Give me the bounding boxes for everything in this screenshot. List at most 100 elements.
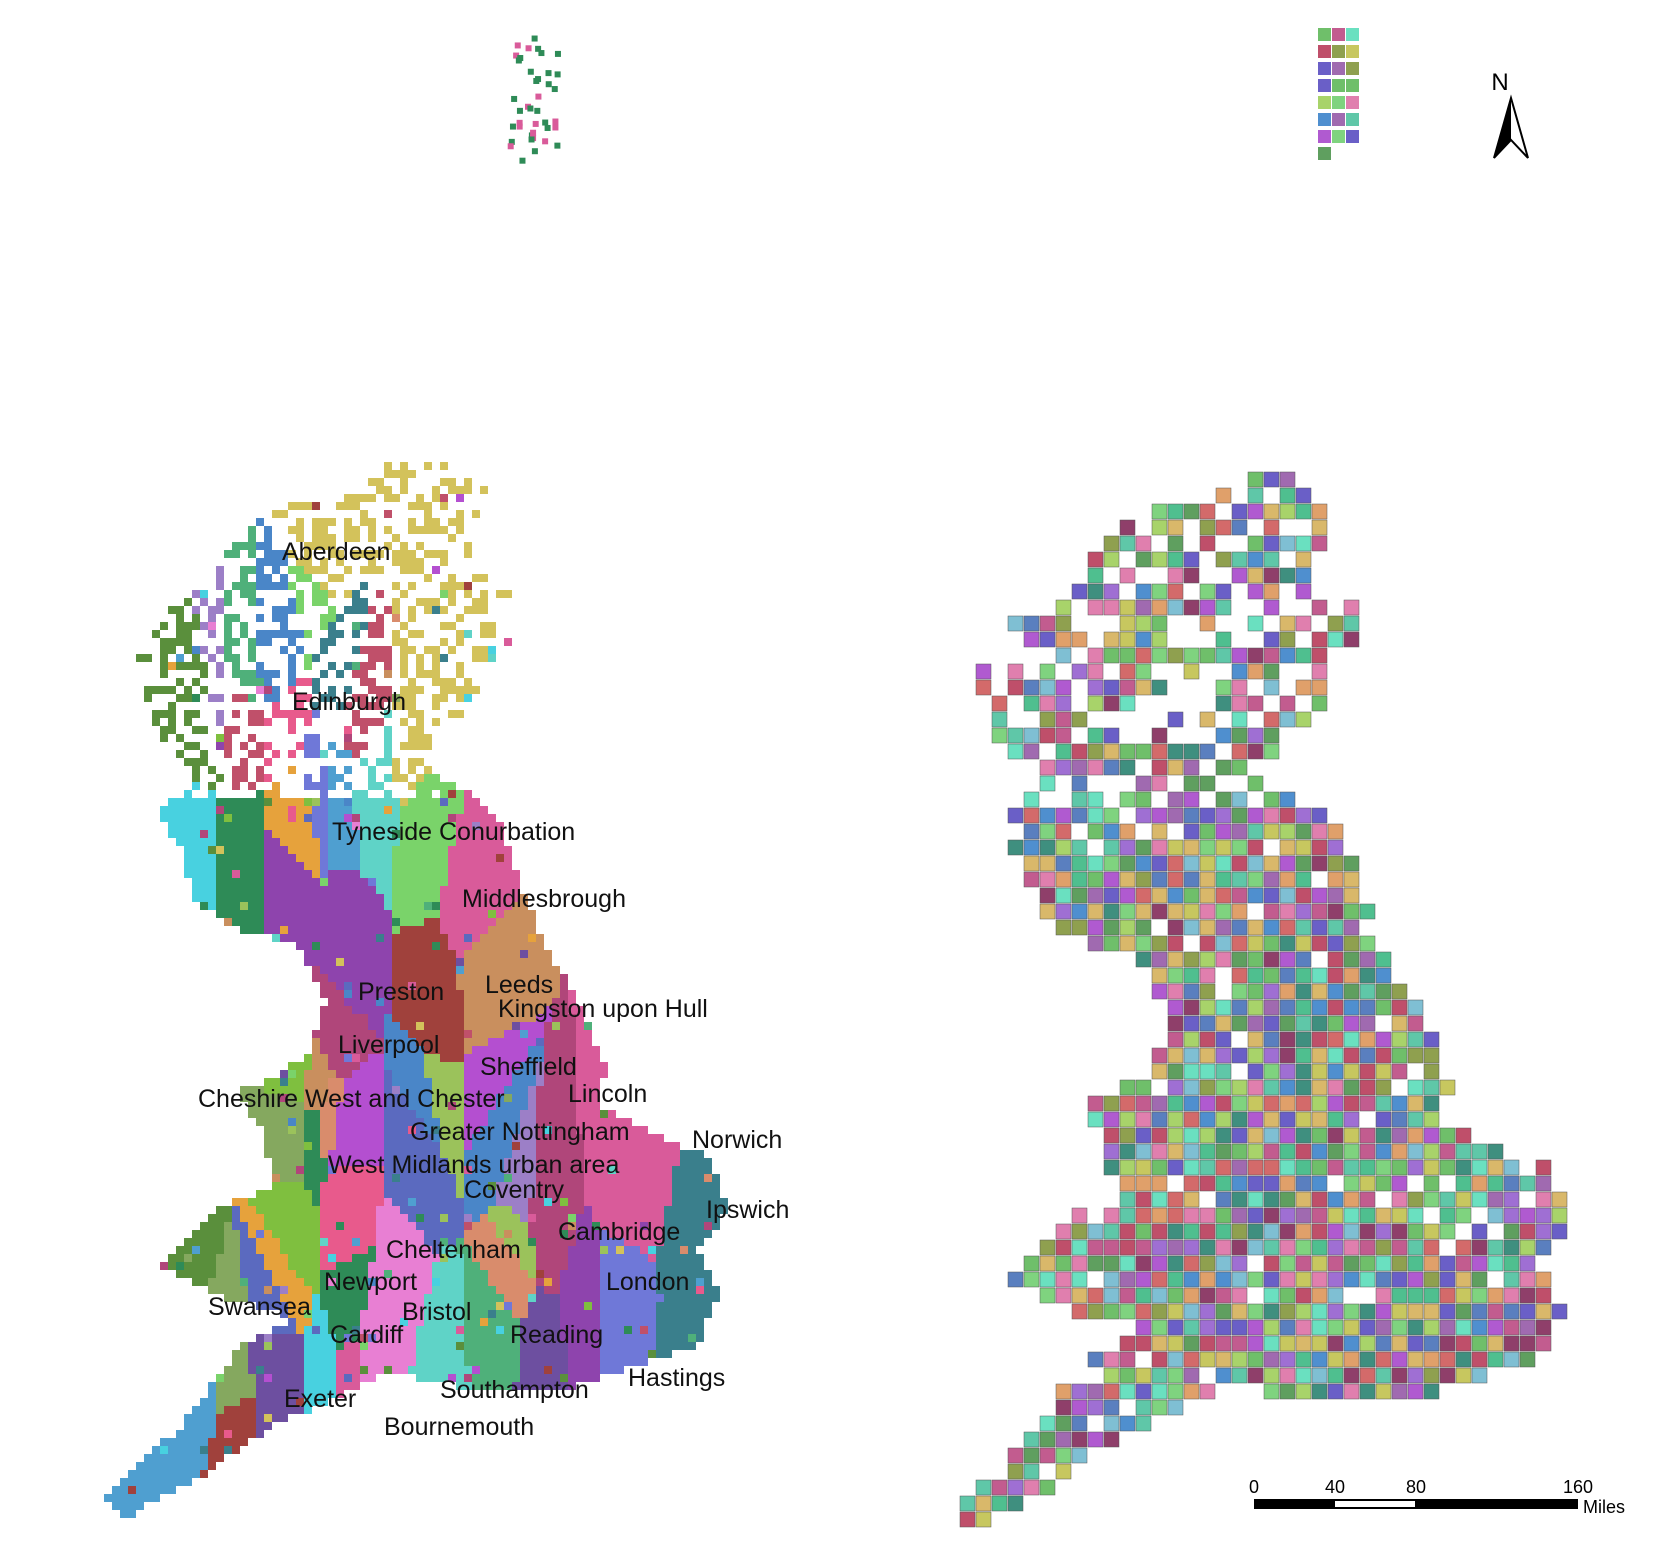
region-cell <box>528 1038 536 1046</box>
region-cell <box>440 1262 448 1270</box>
region-cell <box>336 1286 344 1294</box>
region-cell <box>248 710 256 718</box>
grid-cell <box>1279 1063 1296 1080</box>
region-cell <box>688 1278 696 1286</box>
grid-cell <box>1039 695 1056 712</box>
region-cell <box>448 1046 456 1054</box>
region-cell <box>336 982 344 990</box>
region-cell <box>272 582 280 590</box>
grid-cell <box>1087 551 1104 568</box>
region-cell <box>392 1294 400 1302</box>
region-cell <box>480 1118 488 1126</box>
region-cell <box>664 1142 672 1150</box>
region-cell <box>624 1326 632 1334</box>
region-cell <box>280 1174 288 1182</box>
region-cell <box>320 1142 328 1150</box>
region-cell <box>280 814 288 822</box>
region-cell <box>536 958 544 966</box>
grid-cell <box>1231 743 1248 760</box>
grid-cell <box>1391 1015 1408 1032</box>
region-cell <box>208 630 216 638</box>
region-cell <box>392 862 400 870</box>
region-cell <box>352 830 360 838</box>
region-cell <box>176 1254 184 1262</box>
region-cell <box>344 958 352 966</box>
region-cell <box>408 838 416 846</box>
region-cell <box>520 1238 528 1246</box>
region-cell <box>568 1190 576 1198</box>
region-cell <box>464 894 472 902</box>
region-cell <box>328 1166 336 1174</box>
region-cell <box>560 1366 568 1374</box>
region-cell <box>496 1118 504 1126</box>
region-cell <box>408 1150 416 1158</box>
region-cell <box>328 814 336 822</box>
region-cell <box>256 846 264 854</box>
region-cell <box>656 1206 664 1214</box>
region-cell <box>536 1286 544 1294</box>
region-cell <box>240 582 248 590</box>
region-cell <box>368 1294 376 1302</box>
region-cell <box>224 894 232 902</box>
region-cell <box>208 1406 216 1414</box>
region-cell <box>632 1334 640 1342</box>
region-cell <box>304 1198 312 1206</box>
region-cell <box>600 1150 608 1158</box>
region-cell <box>416 1374 424 1382</box>
region-cell <box>440 918 448 926</box>
region-cell <box>536 1182 544 1190</box>
region-cell <box>568 1014 576 1022</box>
region-cell <box>672 1254 680 1262</box>
region-cell <box>504 1158 512 1166</box>
region-cell <box>448 1198 456 1206</box>
grid-cell <box>1247 1095 1264 1112</box>
region-cell <box>656 1174 664 1182</box>
region-cell <box>168 1438 176 1446</box>
region-cell <box>512 966 520 974</box>
grid-cell <box>1375 1079 1392 1096</box>
grid-cell <box>1391 1095 1408 1112</box>
region-cell <box>240 806 248 814</box>
region-cell <box>360 1198 368 1206</box>
region-cell <box>504 1110 512 1118</box>
region-cell <box>272 1102 280 1110</box>
region-cell <box>584 1254 592 1262</box>
region-cell <box>312 1166 320 1174</box>
region-cell <box>504 1126 512 1134</box>
region-cell <box>352 990 360 998</box>
region-cell <box>328 686 336 694</box>
region-cell <box>232 878 240 886</box>
region-cell <box>608 1190 616 1198</box>
region-cell <box>672 1214 680 1222</box>
region-cell <box>248 902 256 910</box>
grid-cell <box>1279 823 1296 840</box>
region-cell <box>464 678 472 686</box>
region-cell <box>400 838 408 846</box>
region-cell <box>368 854 376 862</box>
region-cell <box>352 1110 360 1118</box>
region-cell <box>464 1126 472 1134</box>
region-cell <box>552 1262 560 1270</box>
region-cell <box>384 510 392 518</box>
region-cell <box>672 1334 680 1342</box>
region-cell <box>232 1222 240 1230</box>
region-cell <box>352 1286 360 1294</box>
region-cell <box>320 1382 328 1390</box>
region-cell <box>392 598 400 606</box>
grid-cell <box>1231 1127 1248 1144</box>
region-cell <box>648 1142 656 1150</box>
region-cell <box>392 1158 400 1166</box>
region-cell <box>240 1398 248 1406</box>
region-cell <box>328 1294 336 1302</box>
region-cell <box>432 1206 440 1214</box>
region-cell <box>552 966 560 974</box>
region-cell <box>432 1230 440 1238</box>
region-cell <box>440 1054 448 1062</box>
grid-cell <box>1231 983 1248 1000</box>
region-cell <box>472 966 480 974</box>
region-cell <box>384 1070 392 1078</box>
region-cell <box>312 830 320 838</box>
region-cell <box>256 1374 264 1382</box>
region-cell <box>472 686 480 694</box>
region-cell <box>416 734 424 742</box>
